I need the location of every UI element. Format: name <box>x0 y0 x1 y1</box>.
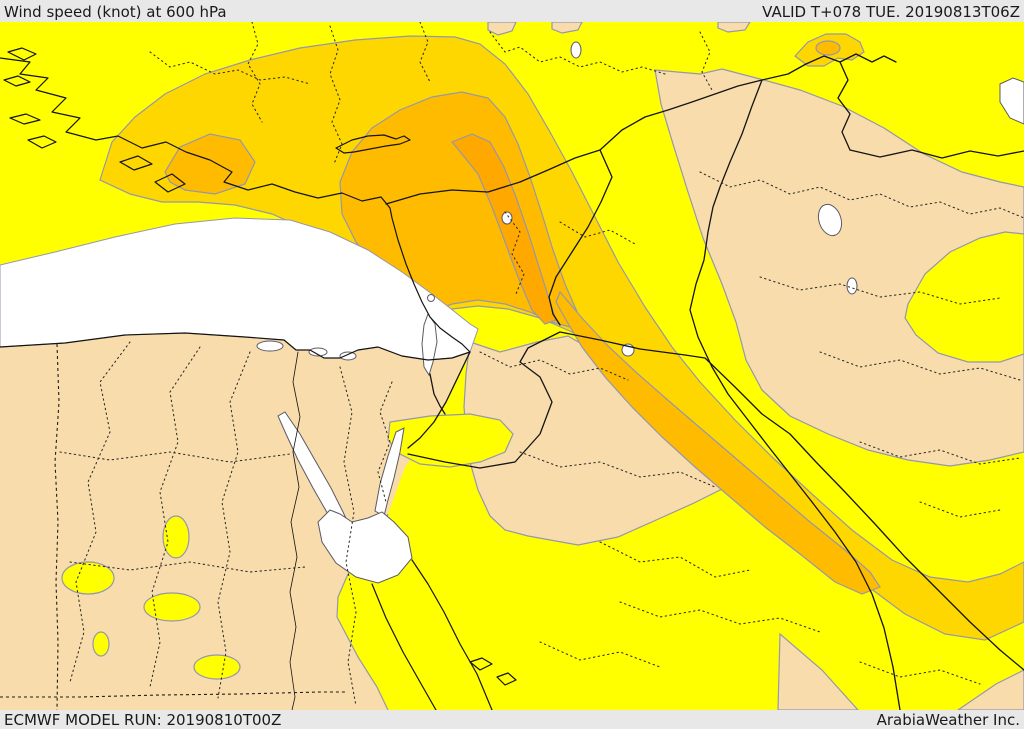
calm-spot-north-2 <box>551 22 583 34</box>
wind-band-orange-southeast-jet <box>555 290 881 595</box>
border-caucasus-2 <box>837 61 851 151</box>
cyprus-island <box>335 134 411 154</box>
calm-region-corner-southeast-1 <box>777 632 859 710</box>
nile-river <box>289 351 301 710</box>
calm-region-iran-northeast <box>654 68 1024 467</box>
nile-delta-lagoon-3 <box>339 351 357 361</box>
model-run-label: ECMWF MODEL RUN: 20190810T00Z <box>4 710 282 729</box>
red-sea-island-2 <box>496 672 517 686</box>
calm-region-corner-southeast-2 <box>956 669 1024 710</box>
caspian-sea-corner <box>999 77 1024 125</box>
wind-speed-map <box>0 22 1024 710</box>
wind-band-orange-armenia <box>815 40 841 56</box>
border-iran-iraq <box>689 79 901 710</box>
admin-boundaries <box>59 22 1024 707</box>
red-sea-coast-egypt <box>371 583 437 710</box>
border-egypt-sudan <box>0 691 345 698</box>
lake-small-iran <box>846 277 858 295</box>
calm-spot-north-1 <box>487 22 517 36</box>
nile-delta-lagoon-1 <box>256 340 284 352</box>
aegean-island-5 <box>119 155 153 171</box>
border-syria-iraq <box>548 149 613 326</box>
border-iran-azerbaijan <box>849 149 1024 159</box>
yellow-pocket-caspian-coast <box>904 231 1024 363</box>
rhodes-island <box>154 173 186 193</box>
yellow-pocket-egypt-2 <box>143 592 201 622</box>
red-sea-coast-saudi <box>411 559 493 710</box>
header-bar: Wind speed (knot) at 600 hPa VALID T+078… <box>0 0 1024 22</box>
yellow-pocket-egypt-3 <box>92 631 110 657</box>
footer-bar: ECMWF MODEL RUN: 20190810T00Z ArabiaWeat… <box>0 710 1024 729</box>
aegean-island-4 <box>27 135 57 149</box>
calm-region-egypt-sudan <box>0 333 470 710</box>
border-israel-jordan <box>429 373 446 415</box>
calm-spot-north-3 <box>717 22 751 33</box>
red-sea-island-1 <box>469 657 493 671</box>
brand-label: ArabiaWeather Inc. <box>876 710 1020 729</box>
country-borders <box>0 53 1024 710</box>
red-sea-north <box>317 509 413 584</box>
sea-of-galilee <box>427 294 435 302</box>
nile-delta-lagoon-2 <box>308 347 328 357</box>
wind-band-fills <box>0 22 1024 710</box>
border-turkey-syria-iran <box>385 63 807 205</box>
lake-van <box>570 41 582 59</box>
wind-band-orange-anatolia-west <box>164 133 256 195</box>
valid-time-label: VALID T+078 TUE. 20190813T06Z <box>762 3 1020 21</box>
mediterranean-coastline <box>0 57 471 361</box>
border-jordan-saudi-iraq <box>407 331 1024 671</box>
lake-assad <box>501 211 513 225</box>
border-caucasus-1 <box>805 53 897 65</box>
aegean-island-3 <box>9 113 41 125</box>
yellow-pocket-egypt-1 <box>61 561 115 595</box>
wind-band-deep-orange-core <box>451 133 557 325</box>
border-israel-egypt <box>407 351 471 449</box>
yellow-pocket-egypt-4 <box>193 654 241 680</box>
aegean-island-2 <box>3 75 31 87</box>
aegean-island-1 <box>7 47 37 61</box>
lake-urmia <box>817 203 843 237</box>
coastlines <box>0 47 517 710</box>
yellow-pocket-egypt-5 <box>162 515 190 559</box>
map-title: Wind speed (knot) at 600 hPa <box>4 3 227 21</box>
